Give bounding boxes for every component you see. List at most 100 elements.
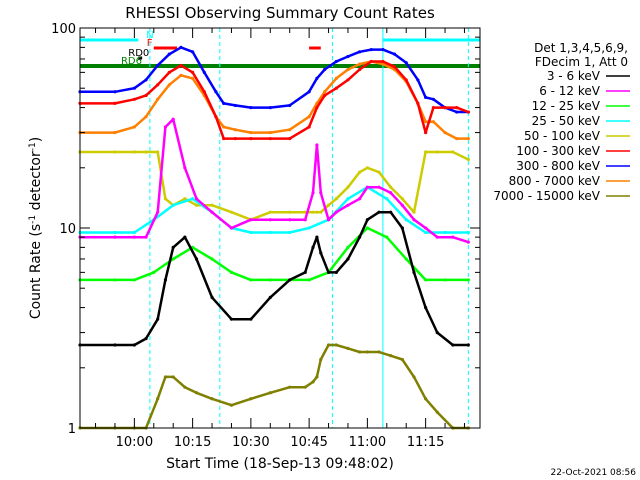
- data-point: [358, 197, 362, 201]
- data-point: [229, 403, 234, 407]
- data-point: [210, 210, 214, 214]
- data-point: [358, 50, 362, 54]
- data-point: [210, 397, 214, 401]
- data-point: [222, 101, 226, 105]
- data-point: [377, 170, 381, 174]
- data-point: [167, 52, 171, 56]
- data-point: [229, 210, 234, 214]
- data-point: [389, 354, 393, 358]
- data-point: [156, 317, 160, 321]
- data-point: [249, 105, 253, 110]
- legend-header-line-2: FDecim 1, Att 0: [535, 55, 628, 69]
- data-point: [323, 93, 327, 98]
- data-point: [113, 235, 117, 239]
- data-point: [404, 257, 408, 261]
- data-point: [412, 375, 416, 379]
- data-point: [315, 210, 319, 214]
- x-tick-label: 10:00: [116, 435, 153, 450]
- data-point: [132, 86, 136, 90]
- data-point: [455, 105, 459, 110]
- data-point: [346, 245, 350, 249]
- data-point: [156, 210, 160, 214]
- data-point: [113, 90, 117, 94]
- data-point: [424, 226, 428, 230]
- data-point: [249, 136, 253, 141]
- data-point: [466, 278, 470, 282]
- data-point: [319, 191, 323, 195]
- data-point: [323, 90, 327, 94]
- legend-entry-label: 6 - 12 keV: [539, 84, 601, 98]
- data-point: [451, 235, 455, 239]
- x-tick-label: 10:30: [232, 435, 269, 450]
- data-point: [315, 235, 319, 239]
- data-point: [358, 62, 362, 66]
- data-point: [210, 295, 214, 299]
- data-point: [424, 130, 428, 135]
- data-point: [424, 397, 428, 401]
- data-point: [377, 185, 381, 189]
- data-point: [466, 343, 470, 347]
- data-point: [365, 226, 369, 230]
- data-point: [307, 115, 311, 119]
- legend-entry-label: 300 - 800 keV: [516, 159, 600, 173]
- data-point: [404, 78, 408, 82]
- data-point: [400, 357, 404, 362]
- data-point: [113, 343, 117, 347]
- data-point: [171, 375, 175, 379]
- data-point: [466, 136, 470, 141]
- data-point: [455, 136, 459, 141]
- data-point: [268, 130, 272, 135]
- data-point: [435, 235, 439, 239]
- data-point: [288, 210, 292, 214]
- data-point: [167, 83, 171, 87]
- y-axis-label-part: Count Rate (s: [28, 224, 44, 319]
- data-point: [385, 197, 389, 201]
- data-point: [229, 270, 234, 274]
- data-point: [392, 52, 397, 56]
- data-point: [156, 63, 160, 68]
- data-point: [346, 78, 350, 82]
- data-point: [191, 70, 195, 74]
- data-point: [268, 295, 272, 299]
- legend: Det 1,3,4,5,6,9, FDecim 1, Att 0 3 - 6 k…: [493, 41, 630, 203]
- data-point: [163, 125, 168, 129]
- y-axis-label-part: ): [28, 137, 44, 142]
- status-label-rd0: RD0: [128, 48, 149, 59]
- data-point: [113, 278, 117, 282]
- data-point: [229, 317, 234, 321]
- data-point: [334, 59, 338, 64]
- data-point: [249, 317, 253, 321]
- data-point: [346, 203, 350, 207]
- data-point: [171, 245, 175, 249]
- x-tick-label: 11:00: [349, 435, 386, 450]
- data-point: [113, 150, 117, 154]
- data-point: [381, 59, 385, 64]
- legend-entry-label: 50 - 100 keV: [524, 129, 601, 143]
- data-point: [303, 385, 307, 389]
- data-point: [365, 218, 369, 222]
- data-point: [369, 47, 373, 52]
- data-point: [202, 70, 206, 74]
- data-point: [319, 357, 323, 362]
- data-point: [288, 385, 292, 389]
- y-tick-label: 10: [59, 222, 76, 237]
- data-point: [288, 230, 292, 235]
- data-point: [307, 226, 311, 230]
- data-point: [210, 257, 214, 261]
- data-point: [451, 150, 455, 154]
- data-point: [315, 105, 319, 110]
- data-point: [171, 117, 175, 121]
- data-point: [268, 136, 272, 141]
- data-point: [249, 218, 253, 222]
- data-point: [319, 251, 323, 255]
- data-point: [424, 305, 428, 310]
- data-point: [389, 210, 393, 214]
- data-point: [334, 270, 338, 274]
- legend-entry-label: 3 - 6 keV: [547, 69, 601, 83]
- data-point: [167, 70, 171, 74]
- data-point: [303, 218, 307, 222]
- data-point: [424, 95, 428, 99]
- data-point: [268, 391, 272, 395]
- series-line: [80, 150, 469, 221]
- x-axis-label: Start Time (18-Sep-13 09:48:02): [166, 456, 394, 472]
